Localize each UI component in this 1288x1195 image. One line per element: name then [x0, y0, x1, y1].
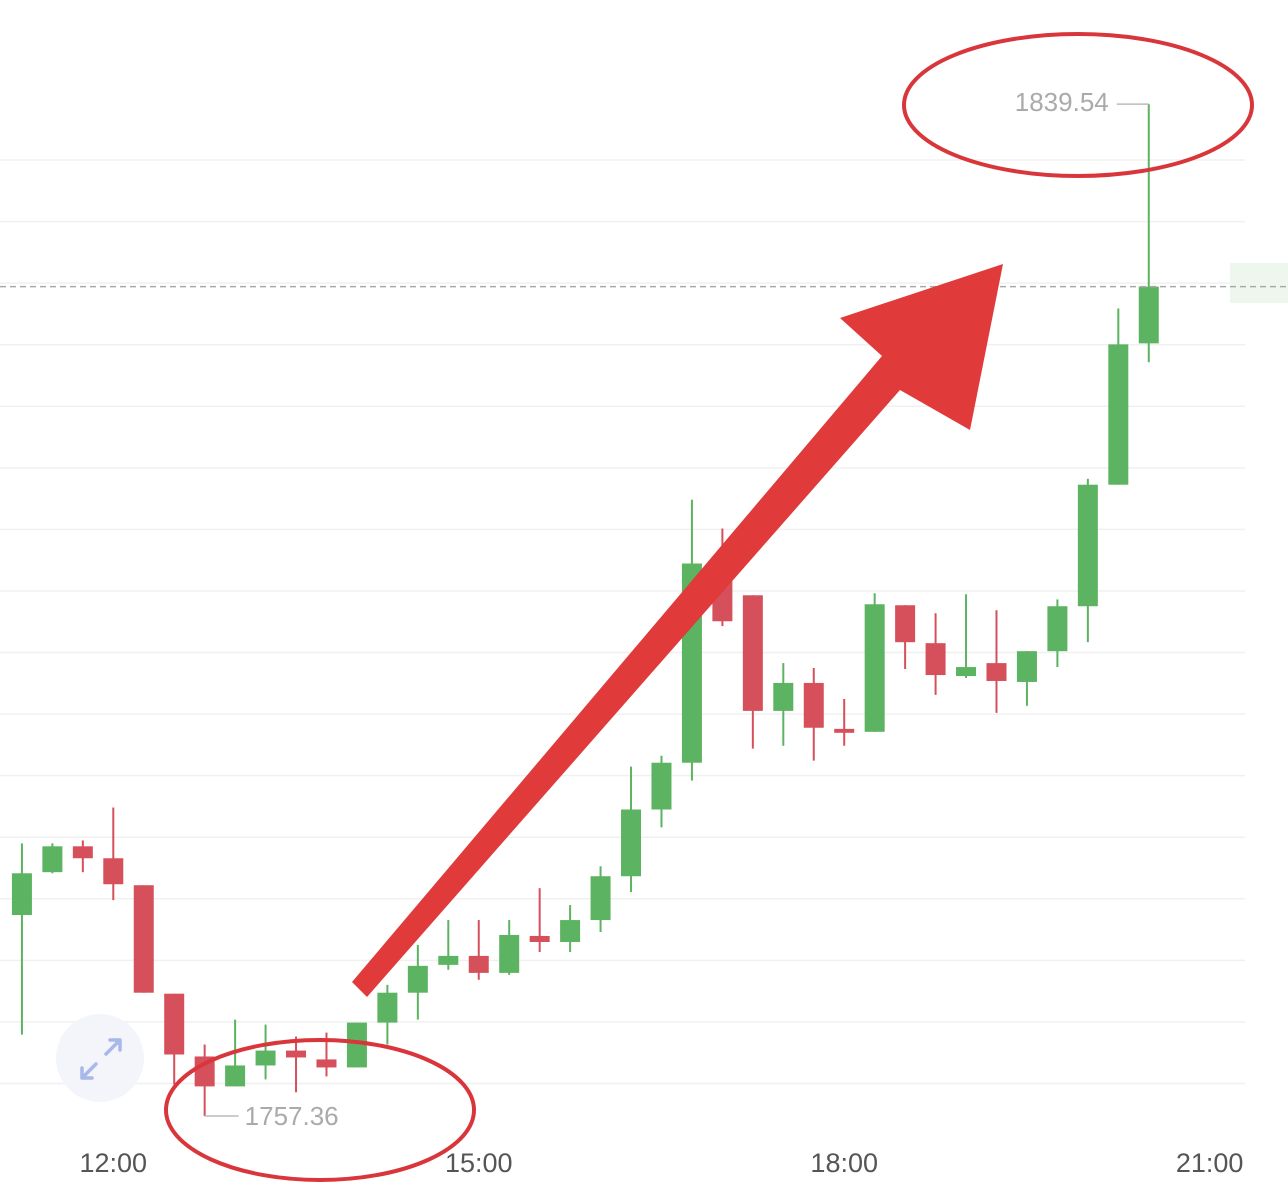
candle-body: [72, 846, 93, 859]
candle-body: [773, 682, 794, 711]
candle-body: [956, 667, 977, 677]
candle-body: [621, 809, 642, 877]
highlight-ellipse: [164, 1038, 476, 1182]
candle-body: [407, 965, 428, 993]
candle-body: [438, 955, 459, 965]
candle-body: [651, 762, 672, 810]
x-tick-label: 18:00: [810, 1148, 878, 1178]
highlight-ellipse: [902, 32, 1254, 178]
candle-body: [316, 1059, 337, 1068]
candles: [0, 104, 1288, 1116]
candle-body: [499, 934, 520, 973]
expand-bg[interactable]: [56, 1014, 144, 1102]
candle-body: [346, 1022, 367, 1068]
labels: 12:00 15:00 18:00 21:00 1839.54 1757.36: [80, 87, 1244, 1178]
max-label: 1839.54: [1015, 87, 1109, 117]
candle-body: [864, 604, 885, 732]
trend-arrow: [352, 264, 1003, 997]
candle-body: [590, 876, 611, 921]
expand-button[interactable]: [56, 1014, 144, 1102]
candle-body: [103, 858, 124, 885]
candle-body: [164, 993, 185, 1055]
candle-body: [42, 846, 63, 873]
candle-body: [834, 728, 855, 733]
candle-body: [529, 935, 550, 942]
x-tick-label: 15:00: [445, 1148, 513, 1178]
expand-icon[interactable]: [80, 1038, 122, 1080]
candle-body: [1108, 344, 1129, 485]
candle-body: [377, 992, 398, 1023]
candle-body: [468, 955, 489, 973]
candle-body: [286, 1050, 307, 1058]
last-price-tag: [1230, 263, 1288, 303]
candle-body: [742, 595, 763, 711]
candle-body: [1016, 651, 1037, 682]
candle-body: [133, 885, 154, 993]
candle-body: [1047, 606, 1068, 652]
candle-body: [225, 1065, 246, 1087]
candle-body: [194, 1056, 215, 1087]
candle-body: [803, 682, 824, 728]
min-label: 1757.36: [245, 1101, 339, 1131]
candle-body: [1138, 286, 1159, 344]
x-tick-label: 12:00: [80, 1148, 148, 1178]
candle-body: [11, 873, 32, 916]
candle-body: [925, 643, 946, 676]
candle-body: [986, 663, 1007, 681]
candle-body: [255, 1050, 276, 1066]
candle-body: [895, 605, 916, 643]
candle-body: [1077, 484, 1098, 607]
candle-body: [560, 920, 581, 942]
x-tick-label: 21:00: [1176, 1148, 1244, 1178]
